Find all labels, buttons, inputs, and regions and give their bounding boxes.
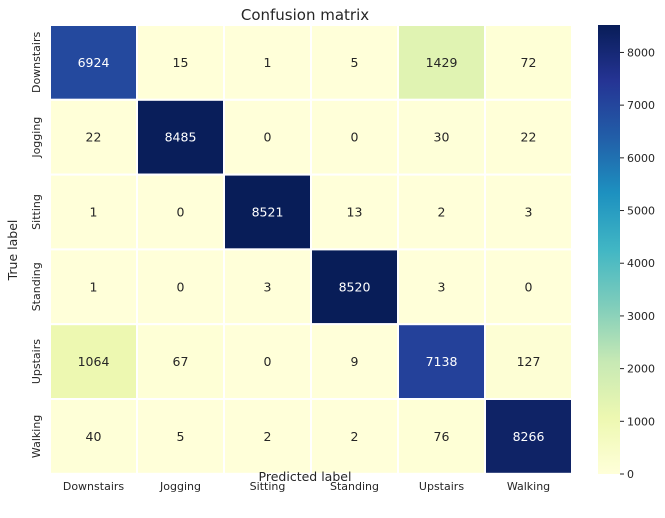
heatmap-cell: [223, 248, 312, 326]
cell-value-label: 30: [434, 130, 450, 145]
colorbar-tick-label: 4000: [627, 257, 655, 270]
heatmap-cell: [397, 398, 486, 475]
cell-value-label: 127: [517, 354, 541, 369]
heatmap-cell: [136, 248, 225, 326]
cell-value-label: 8521: [252, 205, 284, 220]
heatmap-cell: [310, 248, 399, 326]
x-tick-label: Upstairs: [419, 480, 464, 493]
y-tick-label: Downstairs: [30, 32, 43, 94]
cell-value-label: 22: [521, 130, 537, 145]
heatmap-cell: [49, 398, 138, 475]
colorbar-tick-label: 7000: [627, 99, 655, 112]
cell-value-label: 0: [525, 279, 533, 294]
heatmap-cell: [484, 248, 573, 326]
heatmap-cell: [310, 398, 399, 475]
heatmap-cell: [49, 24, 138, 101]
cell-value-label: 3: [525, 205, 533, 220]
x-axis-label: Predicted label: [259, 469, 352, 484]
heatmap-cell: [484, 98, 573, 176]
cell-value-label: 7138: [426, 354, 458, 369]
cell-value-label: 1064: [78, 354, 110, 369]
y-tick-label: Upstairs: [30, 339, 43, 384]
y-axis-label: True label: [5, 220, 20, 282]
colorbar-tick-label: 0: [627, 468, 634, 481]
cell-value-label: 8266: [513, 429, 545, 444]
x-tick-label: Sitting: [250, 480, 286, 493]
heatmap-cell: [397, 248, 486, 326]
colorbar-tick-label: 8000: [627, 46, 655, 59]
heatmap-cell: [310, 323, 399, 401]
cell-value-label: 6924: [78, 55, 110, 70]
cell-value-label: 15: [173, 55, 189, 70]
cell-value-label: 5: [177, 429, 185, 444]
cell-value-label: 1: [90, 279, 98, 294]
cell-value-label: 8520: [339, 279, 371, 294]
chart-title: Confusion matrix: [241, 6, 369, 24]
cell-value-label: 40: [86, 429, 102, 444]
cell-value-label: 9: [351, 354, 359, 369]
cell-value-label: 72: [521, 55, 537, 70]
cell-value-label: 2: [438, 205, 446, 220]
heatmap-cell: [484, 173, 573, 251]
heatmap-cell: [484, 24, 573, 101]
cell-value-label: 0: [264, 130, 272, 145]
heatmap-cell: [397, 323, 486, 401]
heatmap-cell: [484, 323, 573, 401]
colorbar-ticks: 0 1000 2000 3000 4000 5000 6000 7000 8000: [620, 46, 655, 481]
heatmap-cell: [310, 98, 399, 176]
heatmap-cell: [136, 98, 225, 176]
cell-value-label: 5: [351, 55, 359, 70]
cell-value-label: 0: [264, 354, 272, 369]
cell-value-label: 0: [351, 130, 359, 145]
colorbar: [598, 25, 620, 474]
y-tick-label: Standing: [30, 262, 43, 311]
x-tick-labels: Downstairs Jogging Sitting Standing Upstairs…: [63, 480, 550, 493]
y-tick-label: Walking: [30, 415, 43, 458]
cell-value-label: 8485: [165, 130, 197, 145]
heatmap-cell: [223, 323, 312, 401]
x-tick-label: Walking: [507, 480, 550, 493]
colorbar-tick-label: 5000: [627, 205, 655, 218]
cell-value-label: 22: [86, 130, 102, 145]
cell-value-label: 0: [177, 205, 185, 220]
heatmap-cell: [136, 24, 225, 101]
colorbar-tick-label: 6000: [627, 152, 655, 165]
y-tick-label: Sitting: [30, 194, 43, 230]
cell-value-label: 3: [438, 279, 446, 294]
cell-value-label: 1: [90, 205, 98, 220]
cell-value-label: 2: [351, 429, 359, 444]
cell-value-label: 76: [434, 429, 450, 444]
heatmap-cell: [310, 173, 399, 251]
cell-value-label: 3: [264, 279, 272, 294]
cell-value-label: 13: [347, 205, 363, 220]
cell-value-label: 1: [264, 55, 272, 70]
cell-value-label: 2: [264, 429, 272, 444]
heatmap-cell: [136, 173, 225, 251]
x-tick-label: Standing: [330, 480, 379, 493]
colorbar-tick-label: 1000: [627, 415, 655, 428]
heatmap-cell: [397, 173, 486, 251]
cell-value-label: 67: [173, 354, 189, 369]
y-tick-labels: Downstairs Jogging Sitting Standing Upstairs…: [30, 32, 43, 459]
heatmap-cell: [49, 248, 138, 326]
colorbar-tick-label: 3000: [627, 310, 655, 323]
y-tick-label: Jogging: [30, 117, 43, 159]
colorbar-tick-label: 2000: [627, 363, 655, 376]
cell-value-label: 0: [177, 279, 185, 294]
x-tick-label: Downstairs: [63, 480, 125, 493]
heatmap-cell: [484, 398, 573, 475]
x-tick-label: Jogging: [159, 480, 201, 493]
cell-value-label: 1429: [426, 55, 458, 70]
